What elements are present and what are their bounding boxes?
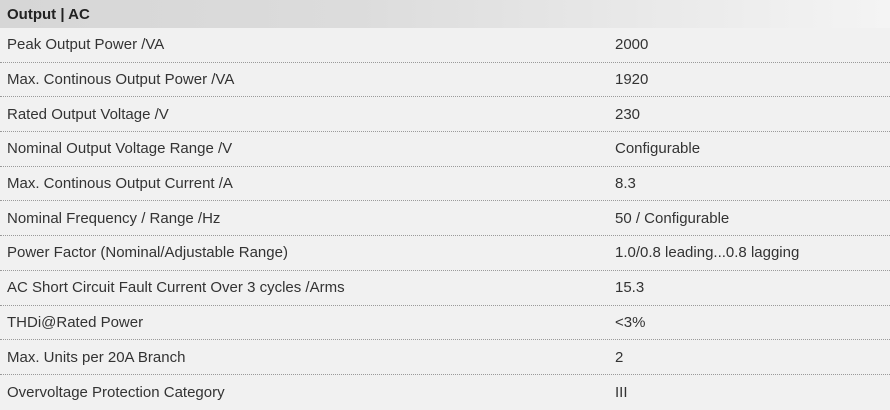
table-row: Nominal Output Voltage Range /V Configur… [0,132,890,167]
row-label: Overvoltage Protection Category [7,383,225,401]
table-row: Overvoltage Protection Category III [0,375,890,410]
row-label: Peak Output Power /VA [7,36,165,54]
row-value: 1.0/0.8 leading...0.8 lagging [615,244,800,262]
row-label: Max. Continous Output Current /A [7,175,233,193]
row-value: 50 / Configurable [615,209,730,227]
row-label: THDi@Rated Power [7,313,144,331]
row-value: <3% [615,313,646,331]
row-value: Configurable [615,140,701,158]
table-row: Rated Output Voltage /V 230 [0,97,890,133]
row-label: Max. Continous Output Power /VA [7,71,235,89]
table-row: Max. Units per 20A Branch 2 [0,340,890,375]
section-header: Output | AC [0,0,890,28]
row-value: 15.3 [615,279,645,297]
row-value: III [615,383,628,401]
table-row: Max. Continous Output Current /A 8.3 [0,167,890,202]
table-row: Nominal Frequency / Range /Hz 50 / Confi… [0,201,890,237]
table-row: THDi@Rated Power <3% [0,306,890,341]
table-row: Power Factor (Nominal/Adjustable Range) … [0,236,890,271]
table-row: Peak Output Power /VA 2000 [0,28,890,63]
row-label: Nominal Frequency / Range /Hz [7,209,221,227]
row-value: 8.3 [615,175,636,193]
row-label: Rated Output Voltage /V [7,105,169,123]
row-label: AC Short Circuit Fault Current Over 3 cy… [7,279,345,297]
row-label: Max. Units per 20A Branch [7,348,186,366]
row-value: 2000 [615,36,649,54]
spec-rows: Peak Output Power /VA 2000 Max. Continou… [0,28,890,410]
row-value: 230 [615,105,641,123]
row-value: 1920 [615,71,649,89]
table-row: Max. Continous Output Power /VA 1920 [0,63,890,98]
row-value: 2 [615,348,624,366]
table-row: AC Short Circuit Fault Current Over 3 cy… [0,271,890,306]
row-label: Power Factor (Nominal/Adjustable Range) [7,244,288,262]
section-title: Output | AC [7,5,90,23]
row-label: Nominal Output Voltage Range /V [7,140,233,158]
